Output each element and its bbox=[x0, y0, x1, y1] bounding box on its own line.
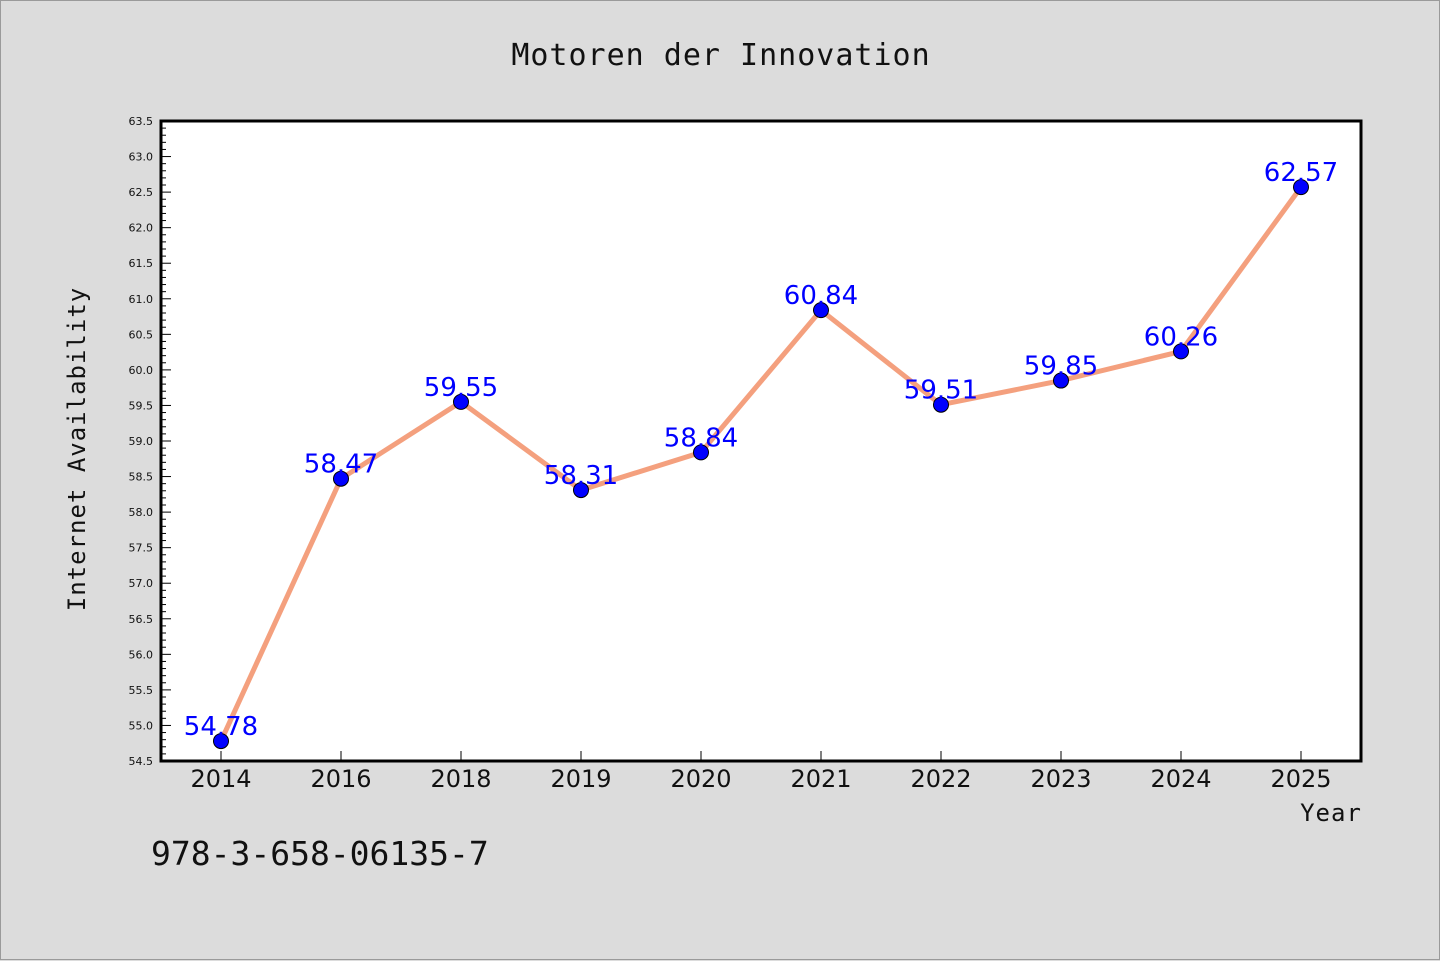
data-label: 60.84 bbox=[784, 281, 858, 311]
series-line bbox=[218, 185, 1304, 743]
x-tick-label: 2021 bbox=[790, 765, 851, 793]
chart-title: Motoren der Innovation bbox=[511, 38, 930, 73]
y-tick-label: 59.0 bbox=[129, 435, 154, 448]
y-tick-label: 55.0 bbox=[129, 719, 154, 732]
y-tick-label: 62.0 bbox=[129, 222, 154, 235]
data-label: 62.57 bbox=[1264, 158, 1338, 188]
data-label: 59.51 bbox=[904, 376, 978, 406]
data-point bbox=[453, 393, 469, 410]
y-tick-label: 60.5 bbox=[129, 328, 154, 341]
plot-area bbox=[159, 119, 1363, 763]
data-labels: 54.78 58.47 59.55 58.31 58.84 60.84 59.51 59.85… bbox=[184, 158, 1338, 742]
x-tick-label: 2016 bbox=[310, 765, 371, 793]
data-point bbox=[333, 470, 349, 487]
x-tick-label: 2022 bbox=[910, 765, 971, 793]
data-point bbox=[933, 396, 949, 413]
data-point bbox=[693, 444, 709, 461]
y-axis: 54.5 55.0 55.5 56.0 56.5 57.0 57.5 58.0 58.5 59.0… bbox=[129, 115, 171, 768]
data-label: 60.26 bbox=[1144, 322, 1218, 352]
data-point bbox=[213, 733, 229, 750]
data-label: 58.31 bbox=[544, 461, 618, 491]
y-tick-label: 56.0 bbox=[129, 648, 154, 661]
data-point bbox=[813, 302, 829, 319]
y-tick-label: 62.5 bbox=[129, 186, 154, 199]
y-tick-label: 63.5 bbox=[129, 115, 154, 128]
y-tick-label: 56.5 bbox=[129, 613, 154, 626]
data-label: 58.84 bbox=[664, 423, 738, 453]
y-tick-label: 60.0 bbox=[129, 364, 154, 377]
y-tick-label: 61.0 bbox=[129, 293, 154, 306]
x-tick-label: 2019 bbox=[550, 765, 611, 793]
y-tick-label: 57.5 bbox=[129, 542, 154, 555]
data-point bbox=[1293, 179, 1309, 196]
y-tick-label: 59.5 bbox=[129, 399, 154, 412]
footer-code: 978-3-658-06135-7 bbox=[151, 834, 489, 873]
y-tick-label: 58.0 bbox=[129, 506, 154, 519]
y-tick-label: 61.5 bbox=[129, 257, 154, 270]
y-tick-label: 57.0 bbox=[129, 577, 154, 590]
x-tick-label: 2023 bbox=[1030, 765, 1091, 793]
data-label: 54.78 bbox=[184, 712, 258, 742]
y-tick-label: 55.5 bbox=[129, 684, 154, 697]
x-axis-title: Year bbox=[1300, 799, 1362, 827]
data-point bbox=[1173, 343, 1189, 360]
series-markers bbox=[213, 179, 1309, 750]
data-label: 59.55 bbox=[424, 373, 498, 403]
data-point bbox=[1053, 372, 1069, 389]
data-label: 58.47 bbox=[304, 450, 378, 480]
x-tick-label: 2020 bbox=[670, 765, 731, 793]
x-tick-label: 2014 bbox=[190, 765, 251, 793]
y-tick-label: 54.5 bbox=[129, 755, 154, 768]
data-label: 59.85 bbox=[1024, 352, 1098, 382]
x-tick-label: 2024 bbox=[1150, 765, 1211, 793]
y-axis-title: Internet Availability bbox=[63, 287, 91, 611]
x-tick-label: 2018 bbox=[430, 765, 491, 793]
y-tick-label: 63.0 bbox=[129, 151, 154, 164]
y-tick-label: 58.5 bbox=[129, 471, 154, 484]
data-point bbox=[573, 482, 589, 499]
x-axis: 2014 2016 2018 2019 2020 2021 2022 2023 2024 2025 bbox=[190, 751, 1332, 793]
x-tick-label: 2025 bbox=[1270, 765, 1331, 793]
